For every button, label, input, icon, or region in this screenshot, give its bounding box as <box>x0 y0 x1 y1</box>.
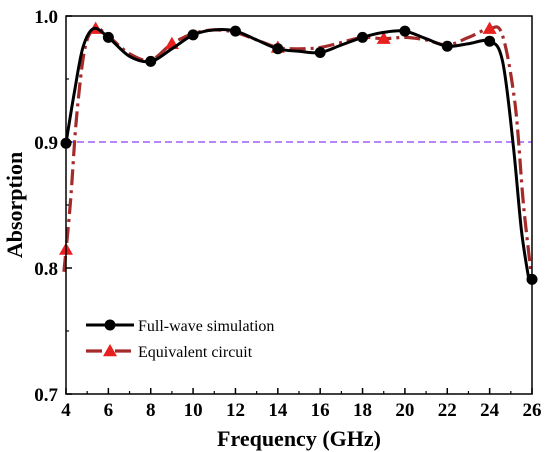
x-tick-label: 4 <box>61 400 71 421</box>
y-axis-title: Absorption <box>2 152 27 258</box>
x-tick-label: 26 <box>523 400 542 421</box>
data-point <box>484 35 496 47</box>
x-tick-label: 6 <box>104 400 114 421</box>
legend-marker-full-wave <box>104 319 116 331</box>
x-tick-label: 22 <box>438 400 457 421</box>
y-tick-label: 1.0 <box>34 7 58 28</box>
data-point <box>399 25 411 37</box>
data-point <box>272 43 284 55</box>
x-tick-label: 20 <box>395 400 414 421</box>
data-point <box>102 31 114 43</box>
y-tick-label: 0.7 <box>34 385 58 406</box>
y-tick-label: 0.9 <box>34 133 58 154</box>
legend: Full-wave simulation Equivalent circuit <box>86 318 274 361</box>
data-point <box>441 40 453 52</box>
data-point <box>145 55 157 67</box>
data-point <box>376 31 391 44</box>
tick-layer: 4 6 8 10 12 14 16 18 20 22 24 26 0.7 0.8 0.9 1.0 <box>34 7 541 421</box>
x-tick-label: 16 <box>311 400 330 421</box>
x-tick-label: 8 <box>146 400 156 421</box>
series-full-wave-simulation <box>60 25 538 285</box>
x-tick-label: 10 <box>184 400 203 421</box>
data-point <box>357 31 369 43</box>
x-tick-label: 18 <box>353 400 372 421</box>
x-axis-title: Frequency (GHz) <box>217 426 381 451</box>
x-tick-label: 12 <box>226 400 245 421</box>
y-tick-label: 0.8 <box>34 259 58 280</box>
data-point <box>187 29 199 41</box>
legend-marker-equivalent-circuit <box>103 344 117 357</box>
series-line <box>62 25 534 281</box>
x-tick-label: 14 <box>268 400 288 421</box>
series-layer <box>59 21 538 285</box>
x-tick-label: 24 <box>480 400 500 421</box>
series-equivalent-circuit <box>59 21 534 281</box>
plot-frame <box>65 15 533 395</box>
legend-label-equivalent-circuit: Equivalent circuit <box>138 344 253 361</box>
legend-label-full-wave: Full-wave simulation <box>138 318 274 335</box>
data-point <box>229 25 241 37</box>
data-point <box>314 47 326 59</box>
series-line <box>64 26 531 280</box>
data-point <box>482 21 497 34</box>
